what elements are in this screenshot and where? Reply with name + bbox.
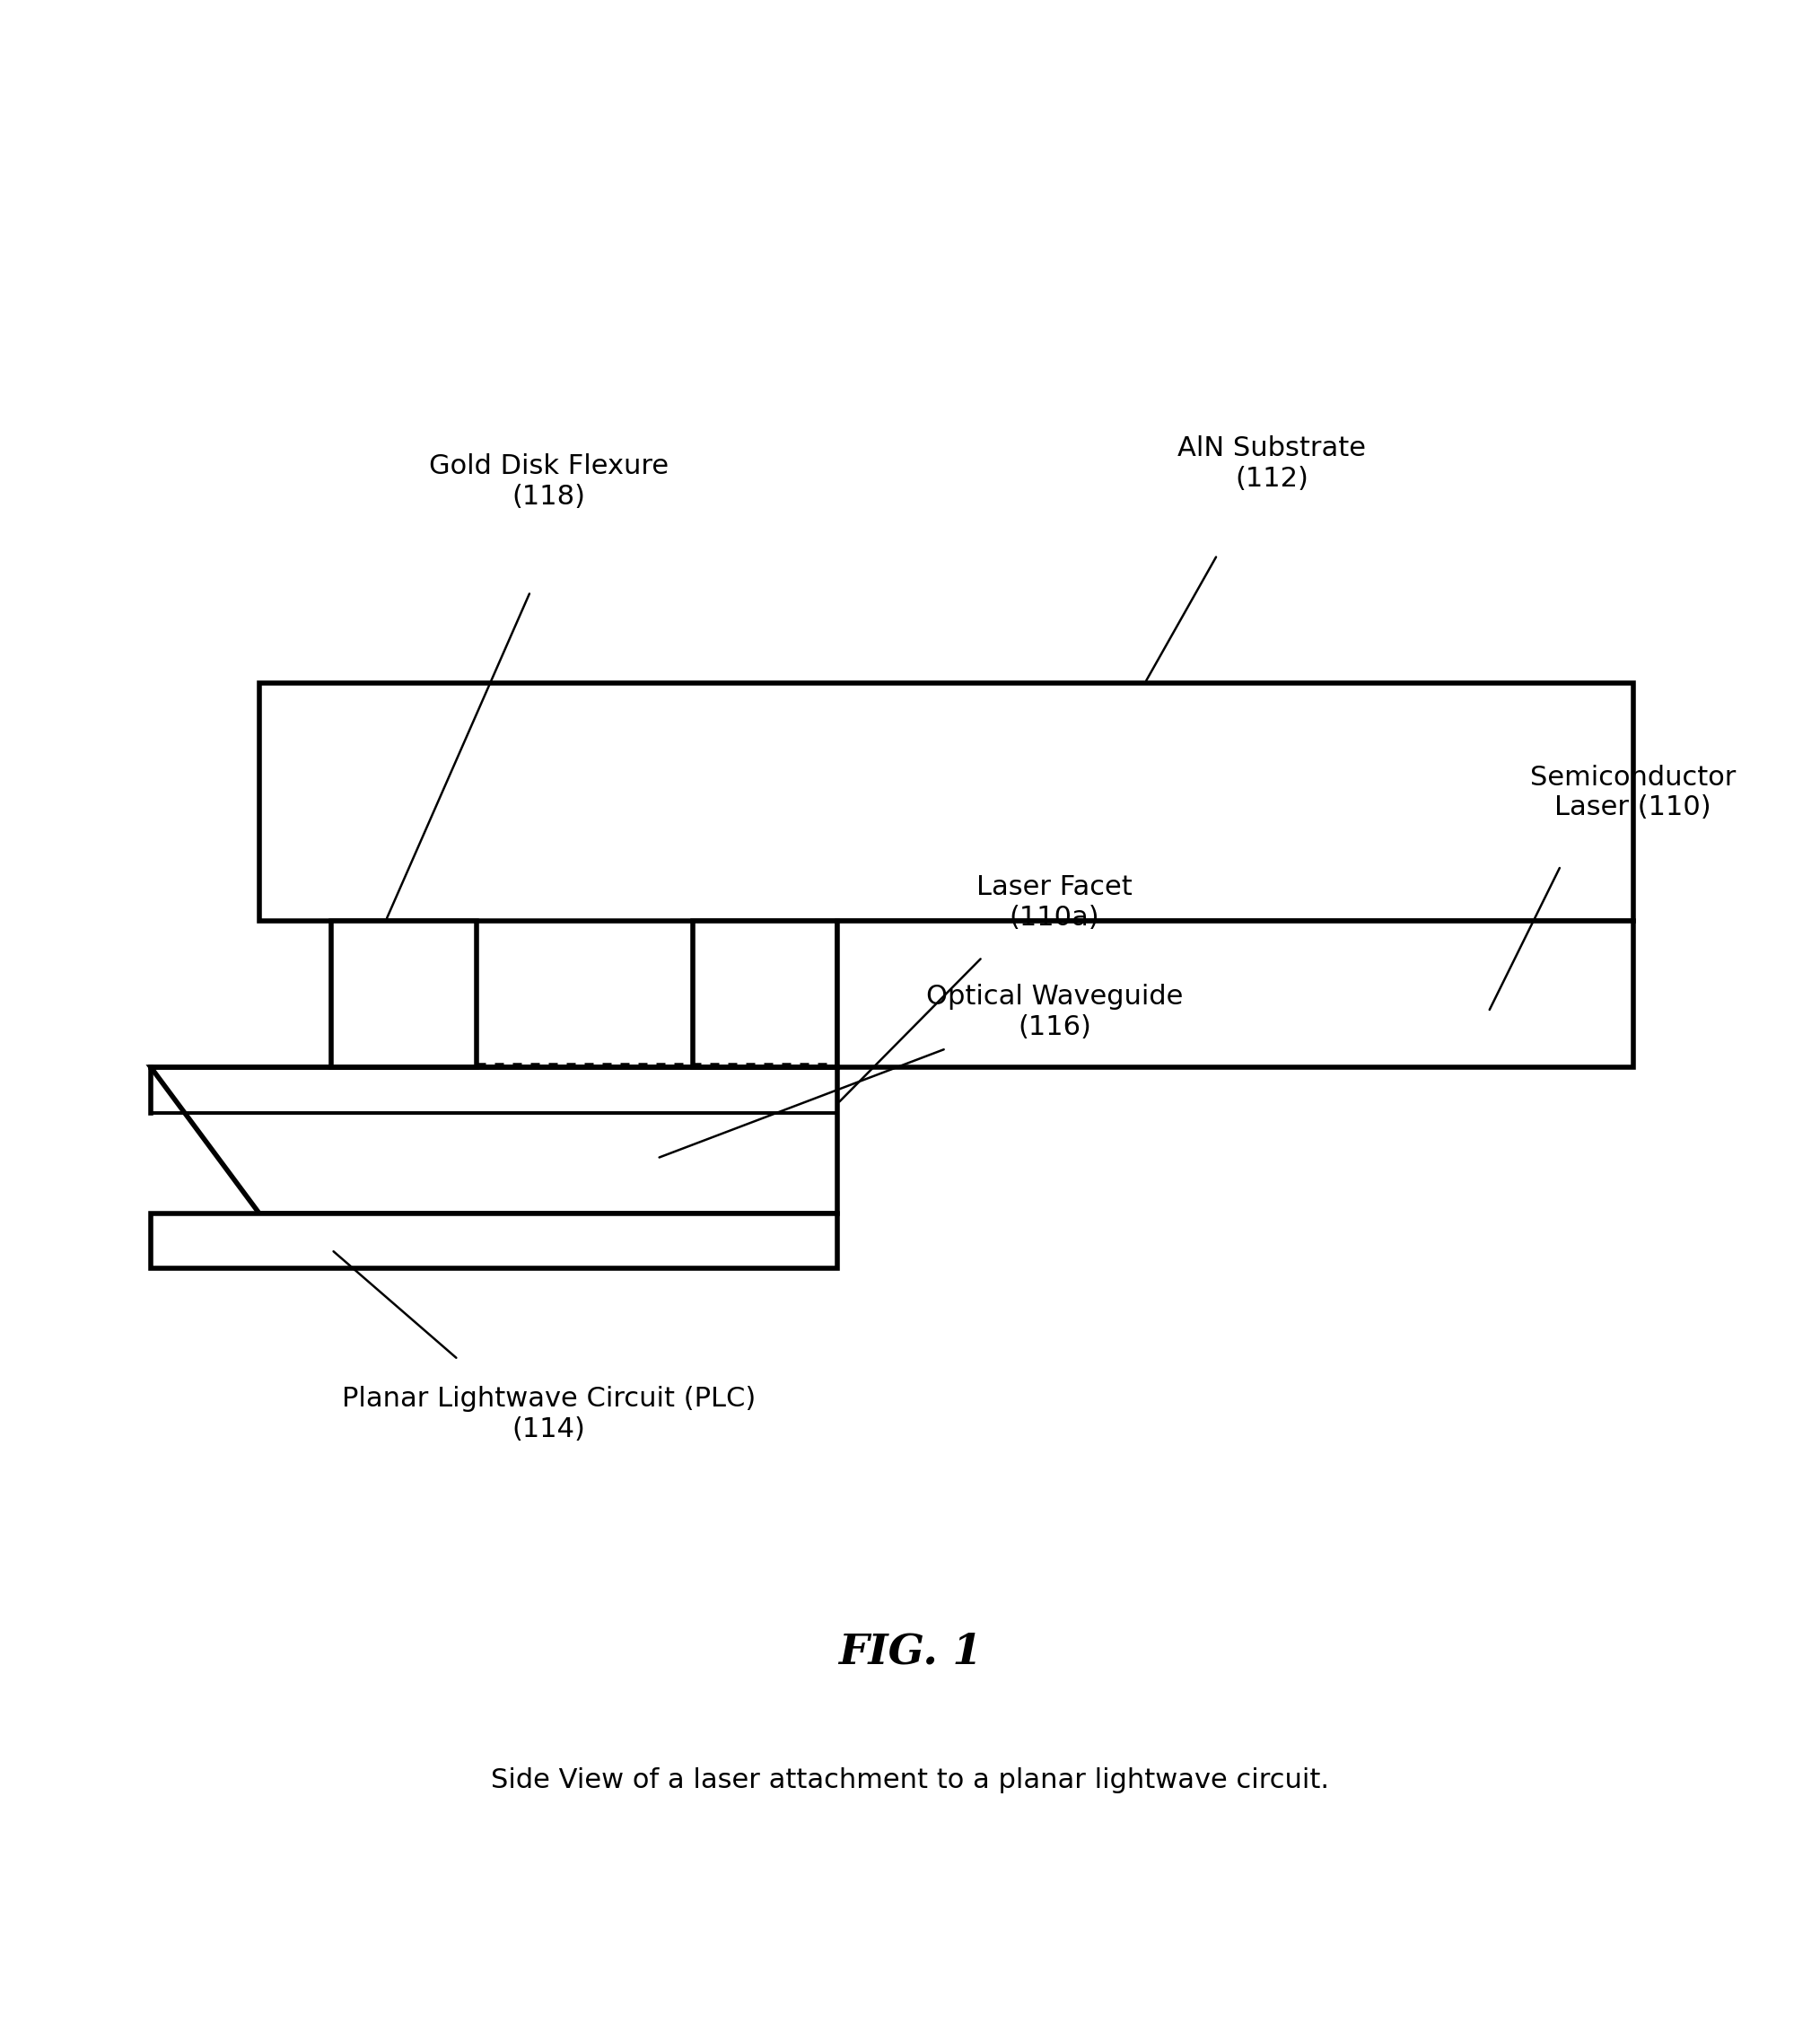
Bar — [331, 921, 477, 1067]
Text: Side View of a laser attachment to a planar lightwave circuit.: Side View of a laser attachment to a pla… — [491, 1767, 1329, 1793]
Bar — [693, 921, 837, 1067]
Text: FIG. 1: FIG. 1 — [837, 1631, 983, 1672]
Polygon shape — [151, 1212, 837, 1267]
Text: Gold Disk Flexure
(118): Gold Disk Flexure (118) — [430, 453, 668, 510]
Text: Planar Lightwave Circuit (PLC)
(114): Planar Lightwave Circuit (PLC) (114) — [342, 1386, 755, 1443]
Text: Semiconductor
Laser (110): Semiconductor Laser (110) — [1531, 765, 1736, 820]
Text: Optical Waveguide
(116): Optical Waveguide (116) — [926, 984, 1183, 1040]
Bar — [258, 682, 1633, 921]
Polygon shape — [151, 1067, 837, 1212]
Bar — [837, 921, 1633, 1067]
Text: Laser Facet
(110a): Laser Facet (110a) — [977, 874, 1132, 931]
Text: AlN Substrate
(112): AlN Substrate (112) — [1178, 435, 1365, 492]
